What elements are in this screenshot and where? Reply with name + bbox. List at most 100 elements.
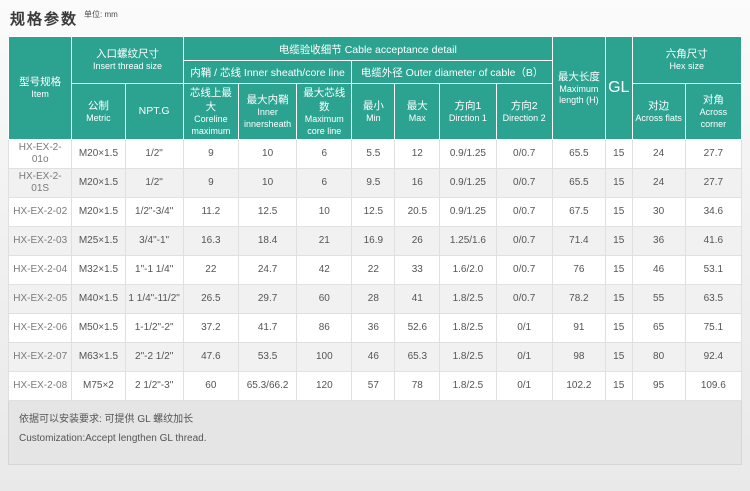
- value-cell: 53.5: [237, 341, 298, 372]
- table-row: HX-EX-2-08 M75×2 2 1/2"-3" 60 65.3/66.2 120 57…: [7, 370, 743, 401]
- value-cell: M40×1.5: [71, 283, 126, 314]
- col-header-coreline-maximum: 芯线上最大 Coreline maximum: [182, 83, 239, 140]
- spec-table: 型号规格 Item 入口螺纹尺寸 Insert thread size 电缆验收…: [7, 36, 743, 401]
- value-cell: 71.4: [551, 225, 606, 256]
- header-zh: 六角尺寸: [665, 48, 708, 61]
- col-header-cable-detail: 电缆验收细节 Cable acceptance detail: [182, 36, 553, 61]
- page-title: 规格参数: [10, 11, 79, 28]
- value-cell: 15: [604, 370, 633, 401]
- value-cell: 24: [631, 167, 686, 198]
- spec-table-header: 型号规格 Item 入口螺纹尺寸 Insert thread size 电缆验收…: [7, 36, 743, 140]
- header-en: Across flats: [635, 112, 682, 123]
- value-cell: 46: [631, 254, 686, 285]
- value-cell: 1-1/2"-2": [124, 312, 184, 343]
- col-header-across-corner: 对角 Across corner: [684, 83, 743, 140]
- value-cell: 0/1: [495, 370, 553, 401]
- value-cell: 2"-2 1/2": [124, 341, 184, 372]
- spec-table-body: HX-EX-2-01o M20×1.5 1/2" 9 10 6 5.5 12 0.9/1.25 0…: [7, 138, 743, 401]
- header-zh: 入口螺纹尺寸: [96, 48, 160, 61]
- value-cell: 1.8/2.5: [439, 312, 497, 343]
- value-cell: 76: [551, 254, 606, 285]
- header-zh: 最大芯线数: [303, 87, 346, 114]
- value-cell: M20×1.5: [71, 138, 126, 169]
- value-cell: 75.1: [684, 312, 743, 343]
- value-cell: 1.25/1.6: [439, 225, 497, 256]
- value-cell: 0.9/1.25: [439, 167, 497, 198]
- value-cell: 22: [182, 254, 239, 285]
- value-cell: 36: [351, 312, 396, 343]
- value-cell: 65.5: [551, 138, 606, 169]
- value-cell: 1.8/2.5: [439, 283, 497, 314]
- header-en: Max: [408, 112, 426, 123]
- item-cell: HX-EX-2-04: [7, 254, 73, 285]
- value-cell: 42: [296, 254, 353, 285]
- value-cell: 15: [604, 167, 633, 198]
- value-cell: 0/0.7: [495, 283, 553, 314]
- value-cell: 65.3: [394, 341, 441, 372]
- header-en: Metric: [86, 112, 111, 123]
- value-cell: 0.9/1.25: [439, 196, 497, 227]
- value-cell: 120: [296, 370, 353, 401]
- header-group-label: 电缆验收细节 Cable acceptance detail: [278, 43, 457, 56]
- value-cell: 41.6: [684, 225, 743, 256]
- value-cell: 16: [394, 167, 441, 198]
- note-line-en: Customization:Accept lengthen GL thread.: [19, 432, 207, 444]
- value-cell: 0/0.7: [495, 196, 553, 227]
- value-cell: 41.7: [237, 312, 298, 343]
- table-row: HX-EX-2-07 M63×1.5 2"-2 1/2" 47.6 53.5 100 46 6…: [7, 341, 743, 372]
- header-zh: 最大: [406, 99, 428, 112]
- item-cell: HX-EX-2-02: [7, 196, 73, 227]
- value-cell: 10: [296, 196, 353, 227]
- item-cell: HX-EX-2-03: [7, 225, 73, 256]
- value-cell: 21: [296, 225, 353, 256]
- item-cell: HX-EX-2-06: [7, 312, 73, 343]
- value-cell: 1.8/2.5: [439, 370, 497, 401]
- item-cell: HX-EX-2-01o: [7, 138, 73, 169]
- value-cell: 52.6: [394, 312, 441, 343]
- value-cell: 22: [351, 254, 396, 285]
- value-cell: 91: [551, 312, 606, 343]
- value-cell: 60: [182, 370, 239, 401]
- header-en: Item: [31, 89, 49, 100]
- col-header-nptg: NPT.G: [124, 83, 184, 140]
- value-cell: 15: [604, 138, 633, 169]
- value-cell: 15: [604, 225, 633, 256]
- header-row-1: 型号规格 Item 入口螺纹尺寸 Insert thread size 电缆验收…: [7, 36, 743, 140]
- col-header-direction-1: 方向1 Dirction 1: [439, 83, 497, 140]
- value-cell: 30: [631, 196, 686, 227]
- value-cell: 65.3/66.2: [237, 370, 298, 401]
- value-cell: 15: [604, 254, 633, 285]
- value-cell: 78.2: [551, 283, 606, 314]
- value-cell: 10: [237, 167, 298, 198]
- value-cell: 55: [631, 283, 686, 314]
- value-cell: 5.5: [351, 138, 396, 169]
- value-cell: 92.4: [684, 341, 743, 372]
- title-bar: 规格参数 单位: mm: [8, 6, 742, 36]
- value-cell: 53.1: [684, 254, 743, 285]
- value-cell: 65.5: [551, 167, 606, 198]
- header-zh: 最小: [362, 99, 384, 112]
- value-cell: 1.8/2.5: [439, 341, 497, 372]
- value-cell: 12.5: [237, 196, 298, 227]
- value-cell: 0/1: [495, 341, 553, 372]
- value-cell: 0/1: [495, 312, 553, 343]
- header-zh: 方向2: [510, 99, 538, 112]
- value-cell: 12.5: [351, 196, 396, 227]
- value-cell: 0.9/1.25: [439, 138, 497, 169]
- value-cell: M63×1.5: [71, 341, 126, 372]
- header-zh: 最大内鞘: [246, 94, 289, 107]
- value-cell: M25×1.5: [71, 225, 126, 256]
- value-cell: 60: [296, 283, 353, 314]
- value-cell: 28: [351, 283, 396, 314]
- value-cell: 16.3: [182, 225, 239, 256]
- value-cell: 18.4: [237, 225, 298, 256]
- header-en: Min: [366, 112, 381, 123]
- value-cell: 0/0.7: [495, 167, 553, 198]
- value-cell: 26: [394, 225, 441, 256]
- value-cell: 27.7: [684, 138, 743, 169]
- table-row: HX-EX-2-04 M32×1.5 1"-1 1/4" 22 24.7 42 22 33 1.…: [7, 254, 743, 285]
- header-en: Coreline maximum: [191, 114, 231, 136]
- value-cell: 16.9: [351, 225, 396, 256]
- value-cell: 9: [182, 138, 239, 169]
